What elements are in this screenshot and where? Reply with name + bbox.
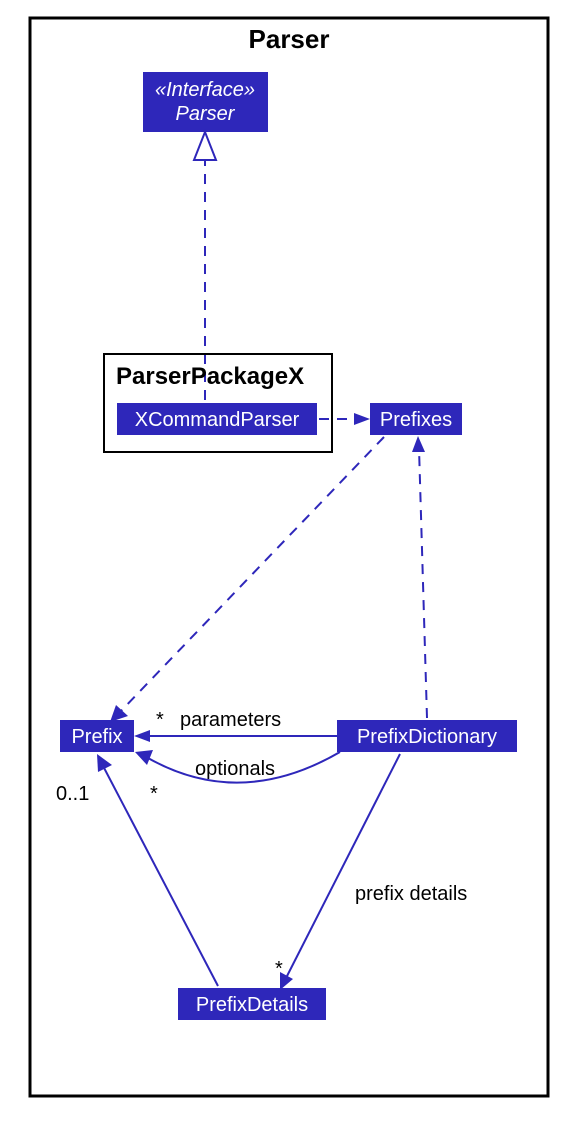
outer-package-frame (30, 18, 548, 1096)
node-interface-parser-stereotype: «Interface» (155, 79, 255, 101)
edge-xcp-prefixes (319, 413, 370, 425)
label-prefix-details: prefix details (355, 883, 467, 905)
node-xcommandparser: XCommandParser (117, 403, 317, 435)
edge-dict-prefix-optionals: optionals * (135, 750, 340, 805)
edge-prefixes-prefix (110, 437, 384, 722)
node-prefixdetails: PrefixDetails (178, 988, 326, 1020)
node-prefixes: Prefixes (370, 403, 462, 435)
mult-01: 0..1 (56, 783, 89, 805)
node-prefixes-label: Prefixes (380, 409, 452, 431)
node-xcommandparser-label: XCommandParser (135, 409, 300, 431)
edge-realization (194, 132, 216, 400)
label-parameters: parameters (180, 709, 281, 731)
mult-parameters-dst: * (156, 709, 164, 731)
outer-package-title: Parser (249, 24, 330, 54)
mult-prefixdetails-dst: * (275, 958, 283, 980)
inner-package-title: ParserPackageX (116, 363, 304, 390)
node-prefixdetails-label: PrefixDetails (196, 994, 308, 1016)
node-prefixdictionary: PrefixDictionary (337, 720, 517, 752)
node-prefix: Prefix (60, 720, 134, 752)
label-optionals: optionals (195, 758, 275, 780)
node-prefixdictionary-label: PrefixDictionary (357, 726, 497, 748)
node-prefix-label: Prefix (71, 726, 122, 748)
node-interface-parser-name: Parser (176, 103, 236, 125)
edge-dict-prefixes (412, 436, 427, 718)
mult-optionals-dst: * (150, 783, 158, 805)
node-interface-parser: «Interface» Parser (143, 72, 268, 132)
edge-dict-prefixdetails: prefix details * (275, 754, 467, 990)
edge-dict-prefix-parameters: parameters * (134, 709, 337, 742)
uml-diagram: Parser «Interface» Parser ParserPackageX… (0, 0, 578, 1122)
